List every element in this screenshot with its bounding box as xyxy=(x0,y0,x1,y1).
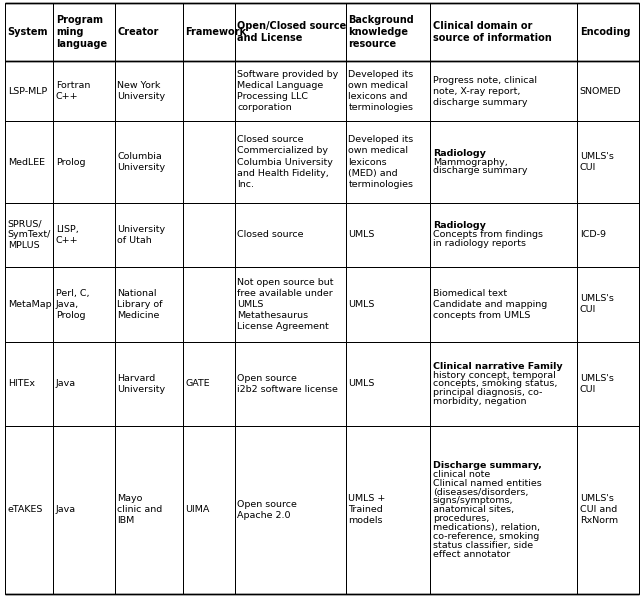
Text: co-reference, smoking: co-reference, smoking xyxy=(433,532,539,541)
Text: Prolog: Prolog xyxy=(56,158,86,167)
Text: Open/Closed source
and License: Open/Closed source and License xyxy=(237,21,346,43)
Text: SNOMED: SNOMED xyxy=(580,87,621,96)
Text: Mayo
clinic and
IBM: Mayo clinic and IBM xyxy=(118,494,163,525)
Text: Perl, C,
Java,
Prolog: Perl, C, Java, Prolog xyxy=(56,289,90,320)
Text: Encoding: Encoding xyxy=(580,27,630,37)
Text: Clinical narrative Family: Clinical narrative Family xyxy=(433,362,563,371)
Text: anatomical sites,: anatomical sites, xyxy=(433,505,514,515)
Text: Software provided by
Medical Language
Processing LLC
corporation: Software provided by Medical Language Pr… xyxy=(237,70,339,112)
Text: principal diagnosis, co-: principal diagnosis, co- xyxy=(433,388,542,397)
Text: UMLS: UMLS xyxy=(348,379,374,388)
Text: Not open source but
free available under
UMLS
Metathesaurus
License Agreement: Not open source but free available under… xyxy=(237,278,333,331)
Text: Radiology: Radiology xyxy=(433,221,486,230)
Text: Discharge summary,: Discharge summary, xyxy=(433,461,542,470)
Text: ICD-9: ICD-9 xyxy=(580,230,606,239)
Text: procedures,: procedures, xyxy=(433,514,489,523)
Text: HITEx: HITEx xyxy=(8,379,35,388)
Text: discharge summary: discharge summary xyxy=(433,167,527,176)
Text: Clinical named entities: Clinical named entities xyxy=(433,479,541,488)
Text: in radiology reports: in radiology reports xyxy=(433,239,526,248)
Text: morbidity, negation: morbidity, negation xyxy=(433,397,527,406)
Text: Program
ming
language: Program ming language xyxy=(56,14,107,50)
Text: National
Library of
Medicine: National Library of Medicine xyxy=(118,289,163,320)
Text: GATE: GATE xyxy=(186,379,210,388)
Text: MedLEE: MedLEE xyxy=(8,158,45,167)
Text: System: System xyxy=(8,27,48,37)
Text: medications), relation,: medications), relation, xyxy=(433,523,540,532)
Text: Progress note, clinical
note, X-ray report,
discharge summary: Progress note, clinical note, X-ray repo… xyxy=(433,76,537,107)
Text: UMLS's
CUI and
RxNorm: UMLS's CUI and RxNorm xyxy=(580,494,618,525)
Text: Mammography,: Mammography, xyxy=(433,158,508,167)
Text: history concept, temporal: history concept, temporal xyxy=(433,371,556,380)
Text: Closed source: Closed source xyxy=(237,230,303,239)
Text: Open source
Apache 2.0: Open source Apache 2.0 xyxy=(237,500,297,520)
Text: UMLS's
CUI: UMLS's CUI xyxy=(580,152,614,172)
Text: Java: Java xyxy=(56,505,76,515)
Text: UMLS's
CUI: UMLS's CUI xyxy=(580,294,614,315)
Text: Fortran
C++: Fortran C++ xyxy=(56,81,90,101)
Text: LISP,
C++: LISP, C++ xyxy=(56,224,79,245)
Text: New York
University: New York University xyxy=(118,81,166,101)
Text: UIMA: UIMA xyxy=(186,505,210,515)
Text: UMLS: UMLS xyxy=(348,230,374,239)
Text: Developed its
own medical
lexicons and
terminologies: Developed its own medical lexicons and t… xyxy=(348,70,413,112)
Text: Harvard
University: Harvard University xyxy=(118,374,166,394)
Text: Radiology: Radiology xyxy=(433,149,486,158)
Text: clinical note: clinical note xyxy=(433,470,490,479)
Text: (diseases/disorders,: (diseases/disorders, xyxy=(433,488,529,497)
Text: UMLS's
CUI: UMLS's CUI xyxy=(580,374,614,394)
Text: Columbia
University: Columbia University xyxy=(118,152,166,172)
Text: status classifier, side: status classifier, side xyxy=(433,541,533,550)
Text: Biomedical text
Candidate and mapping
concepts from UMLS: Biomedical text Candidate and mapping co… xyxy=(433,289,547,320)
Text: Java: Java xyxy=(56,379,76,388)
Text: Creator: Creator xyxy=(118,27,159,37)
Text: concepts, smoking status,: concepts, smoking status, xyxy=(433,379,557,388)
Text: signs/symptoms,: signs/symptoms, xyxy=(433,497,513,506)
Text: Closed source
Commercialized by
Columbia University
and Health Fidelity,
Inc.: Closed source Commercialized by Columbia… xyxy=(237,136,333,189)
Text: Developed its
own medical
lexicons
(MED) and
terminologies: Developed its own medical lexicons (MED)… xyxy=(348,136,413,189)
Text: eTAKES: eTAKES xyxy=(8,505,43,515)
Text: University
of Utah: University of Utah xyxy=(118,224,166,245)
Text: UMLS: UMLS xyxy=(348,300,374,309)
Text: MetaMap: MetaMap xyxy=(8,300,51,309)
Text: UMLS +
Trained
models: UMLS + Trained models xyxy=(348,494,386,525)
Text: LSP-MLP: LSP-MLP xyxy=(8,87,47,96)
Text: Concepts from findings: Concepts from findings xyxy=(433,230,543,239)
Text: Clinical domain or
source of information: Clinical domain or source of information xyxy=(433,21,552,43)
Text: Framework: Framework xyxy=(186,27,246,37)
Text: SPRUS/
SymText/
MPLUS: SPRUS/ SymText/ MPLUS xyxy=(8,219,51,250)
Text: effect annotator: effect annotator xyxy=(433,549,510,559)
Text: Background
knowledge
resource: Background knowledge resource xyxy=(348,14,414,50)
Text: Open source
i2b2 software license: Open source i2b2 software license xyxy=(237,374,338,394)
